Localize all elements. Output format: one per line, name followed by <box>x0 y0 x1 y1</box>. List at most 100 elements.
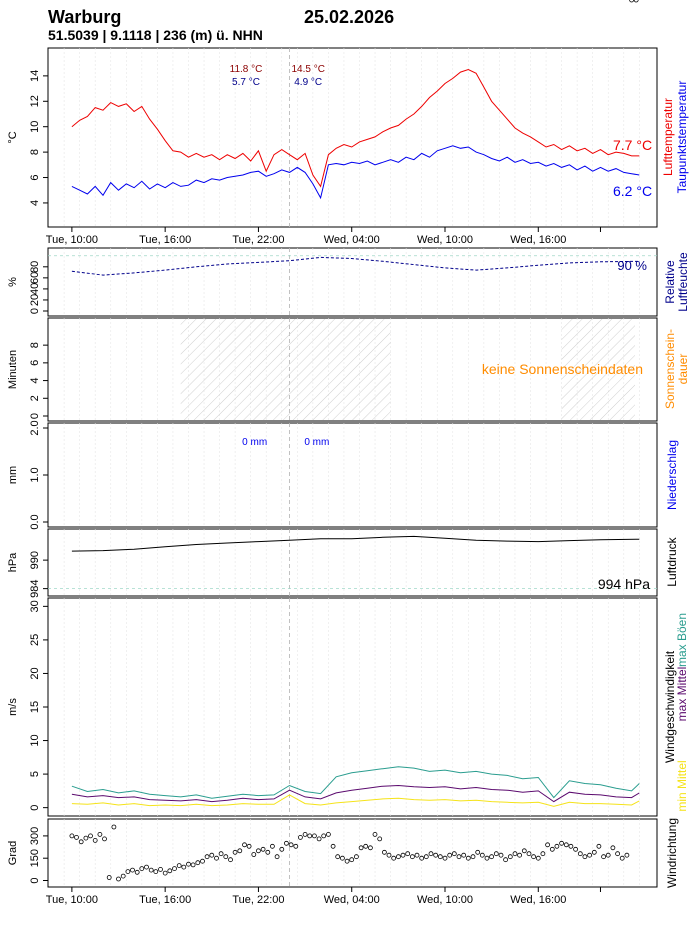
wind-dir-point <box>568 843 574 849</box>
panel-frame-temperature <box>47 47 658 228</box>
wind-dir-point <box>512 851 518 857</box>
wind-dir-point <box>204 854 210 860</box>
wind-dir-point <box>559 840 564 846</box>
wind-dir-point <box>335 854 341 860</box>
last-dew-value: 6.2 °C <box>613 183 652 199</box>
y-tick-label: 12 <box>29 95 41 107</box>
y-tick-label: 60 <box>29 272 41 284</box>
wind-dir-point <box>106 875 112 880</box>
wind-dir-point <box>111 824 117 830</box>
wind-dir-point <box>521 848 527 854</box>
wind-dir-point <box>596 843 602 849</box>
y-tick-label: 0 <box>29 413 41 419</box>
y-tick-label: 0 <box>29 308 41 314</box>
wind-dir-point <box>251 852 257 857</box>
wind-dir-point <box>181 864 187 870</box>
panel-frame-wind <box>47 597 658 817</box>
wind-dir-point <box>540 851 546 857</box>
y-tick-label: 2.0 <box>29 420 41 435</box>
last-temp-value: 7.7 °C <box>613 137 652 153</box>
wind-dir-point <box>591 849 597 855</box>
wind-dir-point <box>344 858 350 864</box>
panel-frame-wind_direction <box>47 818 658 888</box>
wind-dir-point <box>507 854 513 860</box>
extreme-annotation: 14.5 °C <box>291 64 324 75</box>
precip-sum-annotation: 0 mm <box>242 437 267 448</box>
wind-dir-point <box>442 855 448 861</box>
station-coords: 51.5039 | 9.1118 | 236 (m) ü. NHN <box>48 27 263 43</box>
y-tick-label: 150 <box>29 849 41 867</box>
x-tick-label: Wed, 04:00 <box>324 234 380 246</box>
y-tick-label: 5 <box>29 771 41 777</box>
wind-dir-point <box>242 842 247 848</box>
wind-dir-point <box>381 849 387 855</box>
wind-dir-point <box>582 854 588 860</box>
y-tick-label: 4 <box>29 200 41 206</box>
series-line-gust <box>71 766 640 799</box>
wind-dir-point <box>353 854 359 860</box>
wind-dir-point <box>400 852 406 858</box>
series-line-Lufttemperatur <box>71 68 640 188</box>
wind-dir-point <box>563 842 569 848</box>
wind-dir-point <box>489 854 495 860</box>
wind-dir-point <box>531 854 536 860</box>
wind-dir-point <box>116 876 121 882</box>
right-label-dew: Taupunktstemperatur <box>675 81 689 194</box>
wind-dir-point <box>283 840 289 846</box>
y-tick-label: 20 <box>29 294 41 306</box>
wind-dir-point <box>83 835 89 841</box>
y-tick-label: 6 <box>29 360 41 366</box>
wind-dir-point <box>615 851 620 857</box>
no-data-region <box>180 319 391 420</box>
wind-dir-point <box>130 867 135 873</box>
y-tick-label: 8 <box>29 342 41 348</box>
wind-dir-point <box>517 852 522 858</box>
chart-date: 25.02.2026 <box>304 7 395 27</box>
y-tick-label: 25 <box>29 634 41 646</box>
wind-dir-point <box>461 852 467 858</box>
wind-dir-point <box>302 832 308 837</box>
wind-dir-point <box>526 851 532 857</box>
y-axis-label: mm <box>7 466 19 484</box>
wind-dir-point <box>167 868 173 874</box>
wind-dir-point <box>349 857 355 863</box>
y-tick-label: 0.0 <box>29 514 41 529</box>
last-humidity-value: 90 % <box>617 258 647 273</box>
wind-dir-point <box>447 852 453 858</box>
wind-dir-point <box>437 854 443 860</box>
wind-dir-point <box>218 851 224 857</box>
right-label-winddir: Windrichtung <box>665 818 679 888</box>
x-tick-label: Wed, 16:00 <box>510 894 566 906</box>
series-line-pressure <box>71 535 640 552</box>
wind-dir-point <box>493 851 499 857</box>
wind-dir-point <box>97 832 103 837</box>
extreme-annotation: 11.8 °C <box>230 64 263 75</box>
wind-dir-point <box>88 833 93 839</box>
wind-dir-point <box>428 851 434 857</box>
y-tick-label: 10 <box>29 121 41 133</box>
wind-dir-point <box>423 854 429 860</box>
wind-dir-point <box>279 846 285 852</box>
wind-dir-point <box>414 852 420 858</box>
wind-dir-point <box>186 861 191 867</box>
wind-dir-point <box>139 866 145 871</box>
wind-dir-point <box>470 854 476 860</box>
x-tick-label: Wed, 10:00 <box>417 234 473 246</box>
wind-dir-point <box>92 838 98 843</box>
right-label-pressure: Luftdruck <box>665 536 679 586</box>
wind-dir-point <box>153 869 159 874</box>
extreme-annotation: 4.9 °C <box>294 77 322 88</box>
wind-dir-point <box>535 855 541 861</box>
wind-dir-point <box>162 870 168 876</box>
wind-dir-point <box>484 855 490 861</box>
right-label-gust: max Böen <box>675 613 689 667</box>
wind-dir-point <box>172 866 177 871</box>
wind-dir-point <box>601 854 606 860</box>
wind-dir-point <box>158 867 163 872</box>
wind-dir-point <box>311 833 317 839</box>
wind-dir-point <box>228 857 233 863</box>
wind-dir-point <box>78 839 84 845</box>
series-line-maxmean <box>71 784 640 803</box>
x-tick-label: Wed, 04:00 <box>324 894 380 906</box>
wind-dir-point <box>605 852 611 858</box>
